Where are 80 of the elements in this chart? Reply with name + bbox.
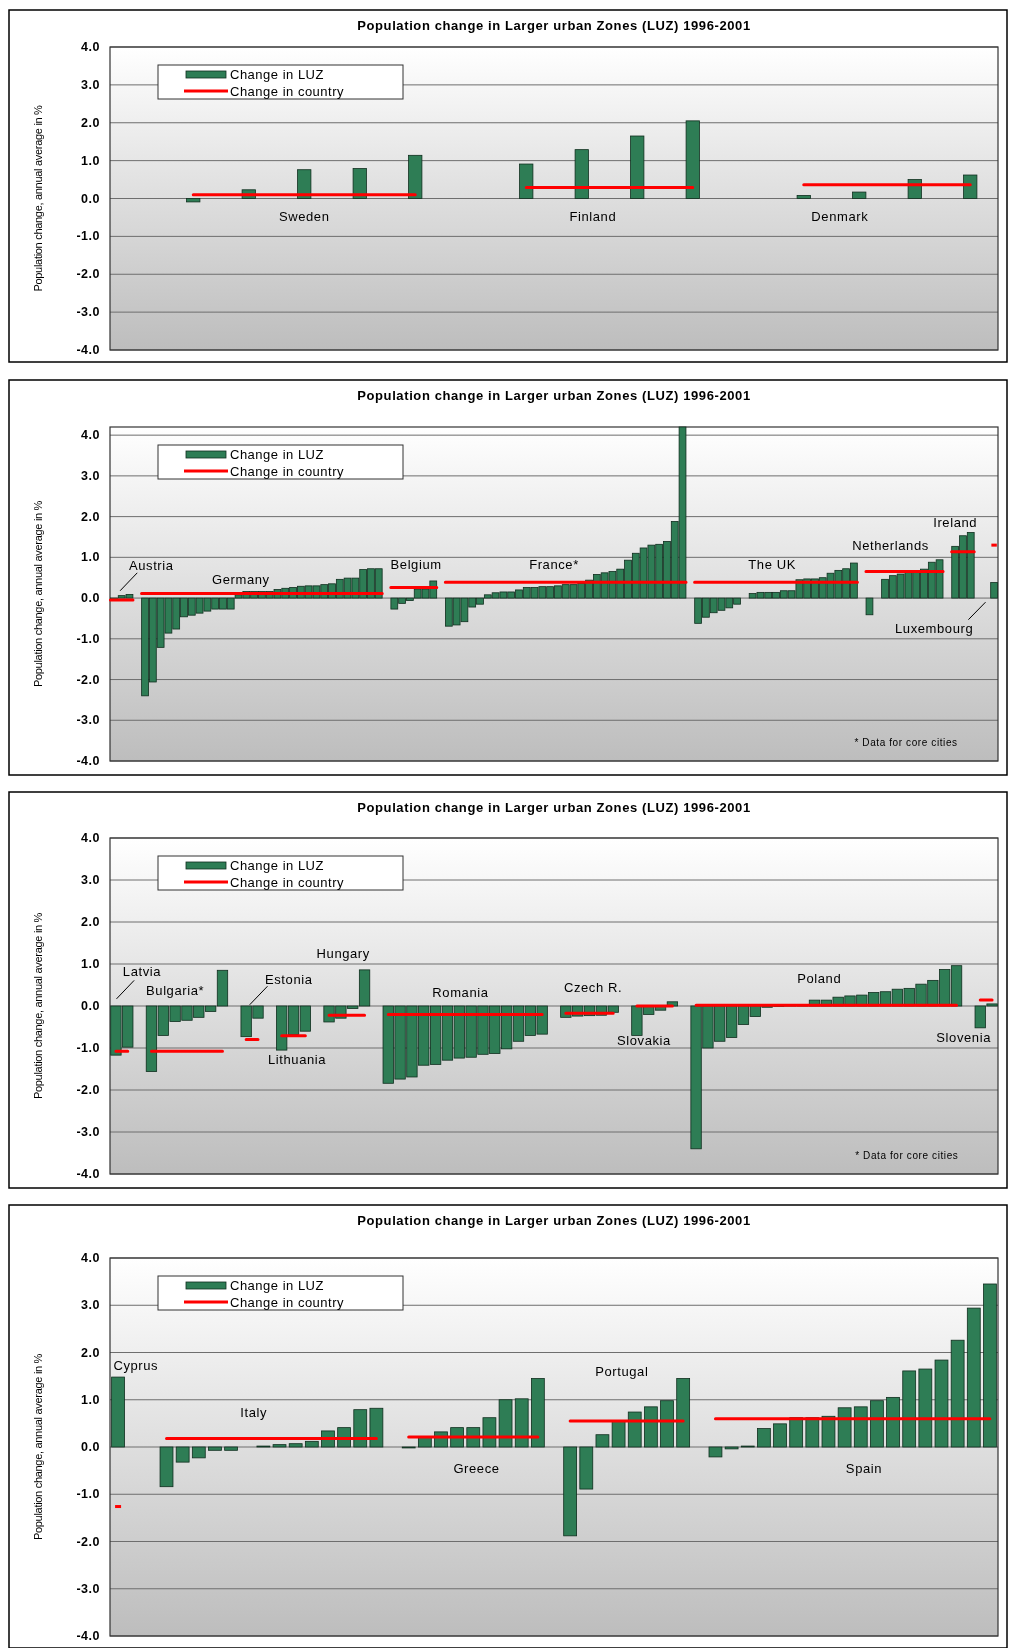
y-tick-label: 1.0 xyxy=(81,153,100,168)
y-tick-label: -4.0 xyxy=(76,1629,100,1643)
annotation: * Data for core cities xyxy=(854,737,958,749)
y-tick-label: 2.0 xyxy=(81,1345,100,1360)
y-tick-label: -1.0 xyxy=(76,1041,100,1055)
y-tick-label: -2.0 xyxy=(76,672,100,687)
chart-title: Population change in Larger urban Zones (LUZ) 1996-2001 xyxy=(357,800,751,815)
annotation: Denmark xyxy=(811,209,869,225)
y-tick-label: 2.0 xyxy=(81,915,100,929)
y-tick-label: 4.0 xyxy=(81,1251,100,1265)
legend-label: Change in LUZ xyxy=(230,446,324,462)
annotation: Poland xyxy=(797,971,842,987)
y-tick-label: 3.0 xyxy=(81,468,100,483)
legend-label: Change in country xyxy=(230,83,345,99)
chart-title: Population change in Larger urban Zones (LUZ) 1996-2001 xyxy=(357,18,751,33)
annotation: Ireland xyxy=(933,514,978,530)
chart-title: Population change in Larger urban Zones (LUZ) 1996-2001 xyxy=(357,1213,751,1228)
y-axis-title: Population change, annual average in % xyxy=(32,104,44,292)
annotation: Lithuania xyxy=(267,1052,327,1068)
y-tick-label: 1.0 xyxy=(81,1392,100,1407)
legend-label: Change in LUZ xyxy=(230,66,324,82)
y-tick-label: -3.0 xyxy=(76,1581,100,1596)
annotation: Hungary xyxy=(316,946,370,962)
legend-label: Change in LUZ xyxy=(230,857,324,873)
y-tick-label: 1.0 xyxy=(81,957,100,971)
y-tick-label: 3.0 xyxy=(81,77,100,92)
y-tick-label: 4.0 xyxy=(81,831,100,845)
annotation: Greece xyxy=(453,1460,500,1476)
y-axis-title: Population change, annual average in % xyxy=(32,1353,44,1541)
y-tick-label: 2.0 xyxy=(81,509,100,524)
annotation: Germany xyxy=(212,572,270,588)
y-tick-label: 0.0 xyxy=(81,591,100,606)
y-tick-label: 3.0 xyxy=(81,873,100,887)
legend-label: Change in LUZ xyxy=(230,1277,324,1293)
annotation: France* xyxy=(529,557,579,573)
annotation: Portugal xyxy=(595,1363,649,1379)
y-tick-label: -1.0 xyxy=(76,229,100,244)
annotation: Spain xyxy=(845,1460,883,1476)
annotation: Slovenia xyxy=(936,1030,992,1046)
annotation: Luxembourg xyxy=(894,620,974,636)
y-tick-label: -3.0 xyxy=(76,1125,100,1139)
y-tick-label: 2.0 xyxy=(81,115,100,130)
chart-title: Population change in Larger urban Zones (LUZ) 1996-2001 xyxy=(357,388,751,403)
annotation: Sweden xyxy=(278,209,330,225)
y-tick-label: -1.0 xyxy=(76,1487,100,1502)
y-tick-label: -3.0 xyxy=(76,305,100,320)
annotation: Finland xyxy=(569,209,617,225)
y-tick-label: 0.0 xyxy=(81,999,100,1013)
annotation: Estonia xyxy=(265,972,313,988)
y-tick-label: -2.0 xyxy=(76,1534,100,1549)
annotation: Bulgaria* xyxy=(146,982,205,998)
legend-label: Change in country xyxy=(230,463,345,479)
y-tick-label: -4.0 xyxy=(76,1167,100,1181)
annotation: Romania xyxy=(432,984,489,1000)
annotation: * Data for core cities xyxy=(855,1150,959,1162)
y-tick-label: 4.0 xyxy=(81,428,100,443)
y-tick-label: 4.0 xyxy=(81,40,100,54)
y-tick-label: -2.0 xyxy=(76,1083,100,1097)
annotation: Slovakia xyxy=(617,1032,672,1048)
y-tick-label: 0.0 xyxy=(81,1440,100,1454)
annotation: Austria xyxy=(128,557,174,573)
y-tick-label: -2.0 xyxy=(76,267,100,282)
annotation: The UK xyxy=(748,557,796,573)
annotation: Latvia xyxy=(122,964,162,980)
y-axis-title: Population change, annual average in % xyxy=(32,912,44,1100)
legend-label: Change in country xyxy=(230,874,345,890)
annotation: Czech R. xyxy=(563,979,623,995)
legend-label: Change in country xyxy=(230,1294,345,1310)
annotation: Belgium xyxy=(390,557,442,573)
y-tick-label: 1.0 xyxy=(81,550,100,565)
y-tick-label: 3.0 xyxy=(81,1298,100,1313)
y-tick-label: -4.0 xyxy=(76,754,100,768)
y-tick-label: 0.0 xyxy=(81,191,100,206)
annotation: Netherlands xyxy=(852,538,929,554)
annotation: Italy xyxy=(240,1405,268,1421)
y-tick-label: -4.0 xyxy=(76,343,100,357)
y-tick-label: -3.0 xyxy=(76,713,100,728)
y-tick-label: -1.0 xyxy=(76,631,100,646)
y-axis-title: Population change, annual average in % xyxy=(32,500,44,688)
annotation: Cyprus xyxy=(113,1358,159,1374)
